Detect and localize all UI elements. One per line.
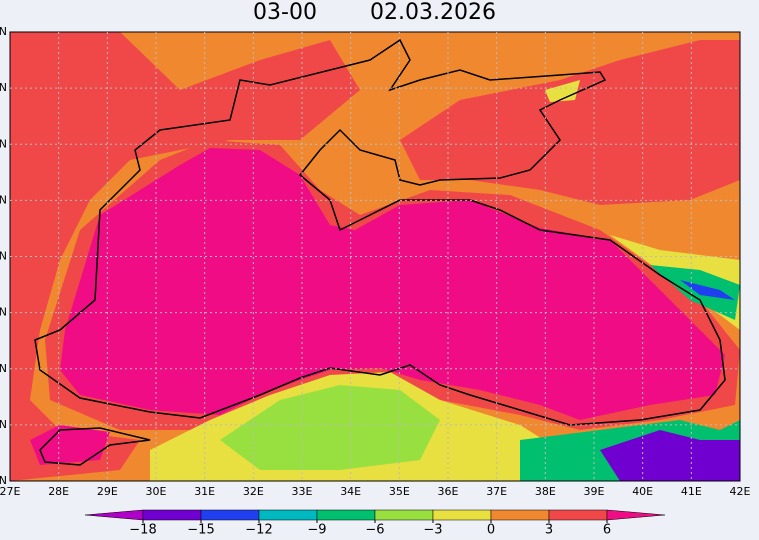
x-tick-label: 35E xyxy=(389,485,410,498)
cold-area xyxy=(650,265,740,320)
colorbar-label: 6 xyxy=(603,523,611,538)
colorbar-segment xyxy=(374,509,434,521)
date-label: 02.03.2026 xyxy=(370,0,496,25)
colorbar: −18 −15 −12 −9 −6 −3 0 3 6 xyxy=(84,509,666,538)
y-tick-label: N xyxy=(0,418,7,431)
y-tick-label: N xyxy=(0,137,7,150)
colorbar-segment xyxy=(316,509,376,521)
colorbar-label: −6 xyxy=(365,523,384,538)
x-tick-label: 34E xyxy=(340,485,361,498)
grid: 27E 28E 29E 30E 31E 32E 33E 34E 35E 36E 37E 38E 39E 4… xyxy=(0,25,751,498)
x-tick-label: 27E xyxy=(0,485,21,498)
cool-area xyxy=(610,235,740,330)
cool-area xyxy=(545,80,580,102)
colorbar-segment xyxy=(490,509,550,521)
x-tick-label: 28E xyxy=(48,485,69,498)
colorbar-segment xyxy=(142,509,202,521)
x-tick-label: 38E xyxy=(535,485,556,498)
sea-warm-core xyxy=(30,425,110,465)
colorbar-label: 0 xyxy=(487,523,495,538)
colorbar-label: −9 xyxy=(307,523,326,538)
time-label: 03-00 xyxy=(253,0,317,25)
colorbar-label: −18 xyxy=(129,523,156,538)
warm-area xyxy=(10,32,360,481)
x-tick-label: 29E xyxy=(97,485,118,498)
y-tick-label: N xyxy=(0,306,7,319)
colorbar-arrow xyxy=(84,509,144,521)
y-tick-label: N xyxy=(0,193,7,206)
x-tick-label: 32E xyxy=(243,485,264,498)
x-tick-label: 30E xyxy=(146,485,167,498)
sea-warm-core xyxy=(60,148,725,420)
x-tick-label: 37E xyxy=(486,485,507,498)
colorbar-label: −15 xyxy=(187,523,214,538)
colorbar-label: −12 xyxy=(245,523,272,538)
y-tick-label: N xyxy=(0,250,7,263)
colorbar-segment xyxy=(432,509,492,521)
x-tick-label: 36E xyxy=(438,485,459,498)
warm-area xyxy=(400,40,740,205)
colorbar-segment xyxy=(548,509,608,521)
x-tick-label: 31E xyxy=(194,485,215,498)
field xyxy=(10,32,740,481)
colorbar-label: 3 xyxy=(545,523,553,538)
x-tick-label: 40E xyxy=(632,485,653,498)
x-tick-label: 39E xyxy=(584,485,605,498)
colorbar-segment xyxy=(258,509,318,521)
cold-area xyxy=(600,430,740,481)
x-tick-label: 41E xyxy=(681,485,702,498)
y-tick-label: N xyxy=(0,474,7,487)
y-tick-label: N xyxy=(0,81,7,94)
y-tick-label: N xyxy=(0,362,7,375)
x-tick-label: 42E xyxy=(730,485,751,498)
y-tick-label: N xyxy=(0,25,7,38)
colorbar-arrow xyxy=(606,509,666,521)
x-tick-label: 33E xyxy=(292,485,313,498)
cold-area xyxy=(680,280,735,300)
colorbar-label: −3 xyxy=(423,523,442,538)
colorbar-segment xyxy=(200,509,260,521)
cool-area xyxy=(220,385,440,470)
